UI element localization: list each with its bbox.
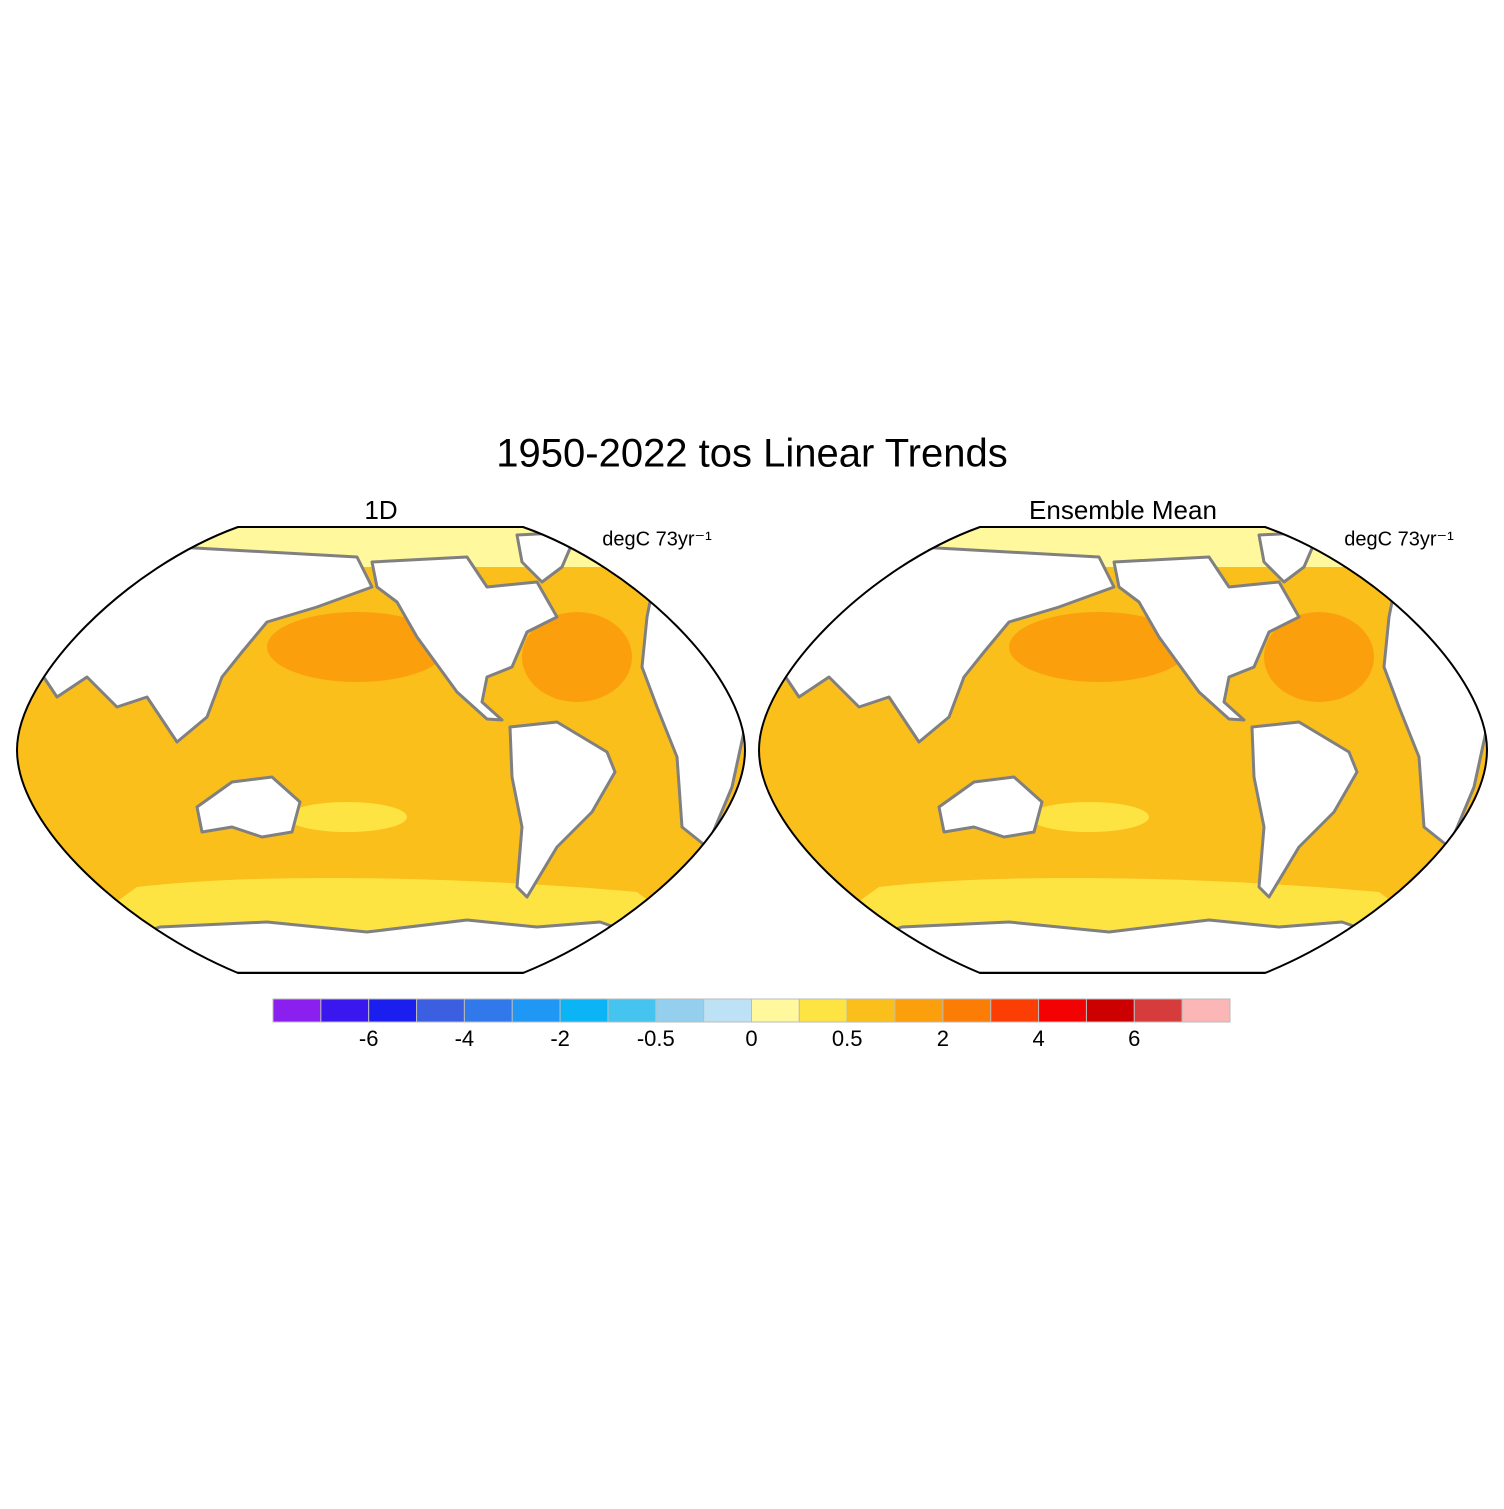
colorbar-box xyxy=(272,998,322,1023)
map-panel xyxy=(17,527,745,973)
panel-title: Ensemble Mean xyxy=(1029,495,1217,525)
colorbar-box xyxy=(751,998,800,1023)
colorbar-box xyxy=(416,998,465,1023)
colorbar-label: -4 xyxy=(455,1026,475,1051)
colorbar-box xyxy=(990,998,1040,1023)
colorbar: -6 -4 -2 -0.5 0 0.5 2 4 6 xyxy=(272,998,1231,1051)
colorbar-label: -6 xyxy=(359,1026,379,1051)
colorbar-box xyxy=(1133,998,1183,1023)
figure-title: 1950-2022 tos Linear Trends xyxy=(496,432,1007,476)
colorbar-label: 6 xyxy=(1128,1026,1140,1051)
colorbar-box xyxy=(559,998,609,1023)
colorbar-box xyxy=(511,998,561,1023)
panel-units: degC 73yr⁻¹ xyxy=(602,528,712,550)
colorbar-box xyxy=(703,998,753,1023)
colorbar-label: 2 xyxy=(937,1026,949,1051)
colorbar-label: 0 xyxy=(745,1026,757,1051)
colorbar-box xyxy=(368,998,418,1023)
colorbar-box xyxy=(1038,998,1087,1023)
colorbar-box xyxy=(1181,998,1231,1023)
colorbar-box xyxy=(1085,998,1135,1023)
colorbar-label: -2 xyxy=(550,1026,570,1051)
colorbar-box xyxy=(463,998,513,1023)
panels: 1D degC 73yr⁻¹ Ensemble Mean degC 73yr⁻¹ xyxy=(17,495,1487,973)
colorbar-box xyxy=(846,998,896,1023)
colorbar-label: 4 xyxy=(1032,1026,1044,1051)
colorbar-box xyxy=(942,998,992,1023)
panel-units: degC 73yr⁻¹ xyxy=(1344,528,1454,550)
colorbar-box xyxy=(320,998,370,1023)
colorbar-box xyxy=(798,998,848,1023)
panel-title: 1D xyxy=(364,495,397,525)
colorbar-box xyxy=(894,998,944,1023)
colorbar-label: -0.5 xyxy=(637,1026,675,1051)
colorbar-box xyxy=(655,998,705,1023)
colorbar-box xyxy=(607,998,657,1023)
colorbar-label: 0.5 xyxy=(832,1026,863,1051)
map-panel xyxy=(759,527,1487,973)
